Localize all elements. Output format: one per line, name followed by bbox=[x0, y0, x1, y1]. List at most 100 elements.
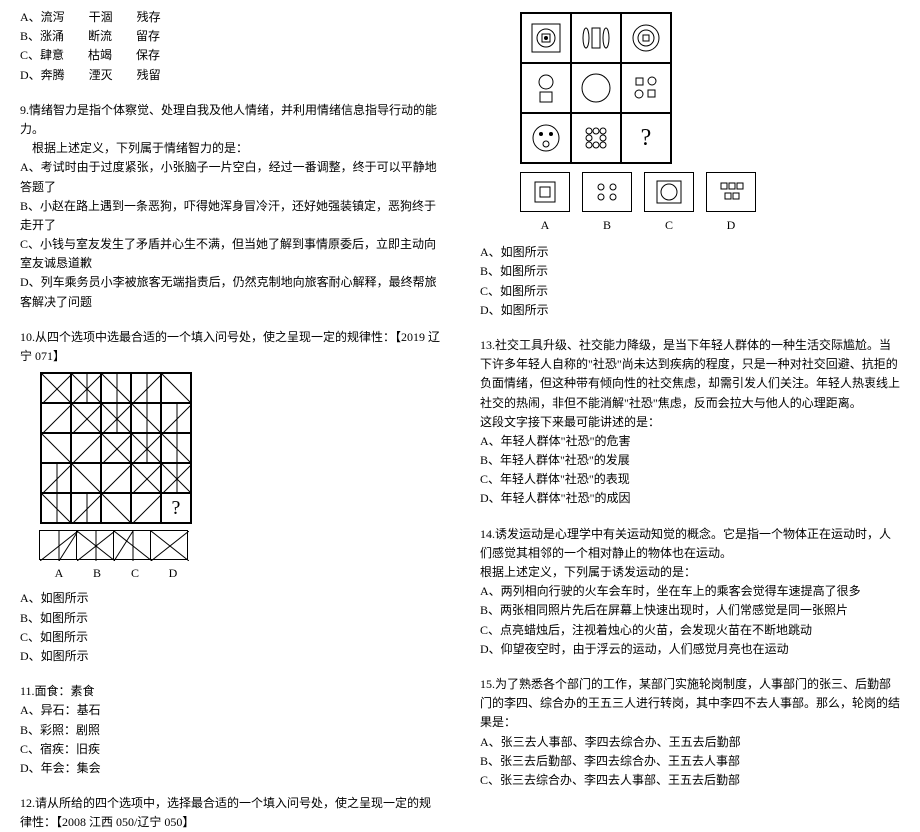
q10-opt-c: C、如图所示 bbox=[20, 628, 440, 647]
grid5-cell-19 bbox=[161, 463, 191, 493]
q13-opt-c: C、年轻人群体"社恐"的表现 bbox=[480, 470, 900, 489]
grid5-cell-16 bbox=[71, 463, 101, 493]
q15: 15.为了熟悉各个部门的工作，某部门实施轮岗制度，人事部门的张三、后勤部门的李四… bbox=[480, 675, 900, 790]
cell-1 bbox=[521, 13, 571, 63]
q12-option-row bbox=[520, 172, 900, 212]
q14-stem2: 根据上述定义，下列属于诱发运动的是： bbox=[480, 563, 900, 582]
cell-7 bbox=[521, 113, 571, 163]
q9-opt-b: B、小赵在路上遇到一条恶狗，吓得她浑身冒冷汗，还好她强装镇定，恶狗终于走开了 bbox=[20, 197, 440, 235]
q10-opt-d: D、如图所示 bbox=[20, 647, 440, 666]
q11-opt-b: B、彩照：剧照 bbox=[20, 721, 440, 740]
label-a: A bbox=[40, 564, 78, 583]
q10-opt-b: B、如图所示 bbox=[20, 609, 440, 628]
q9-opt-d: D、列车乘务员小李被旅客无端指责后，仍然克制地向旅客耐心解释，最终帮旅客解决了问… bbox=[20, 273, 440, 311]
grid5-cell-12 bbox=[101, 433, 131, 463]
label-b: B bbox=[78, 564, 116, 583]
grid5-cell-5 bbox=[41, 403, 71, 433]
q8-opt-a: A、流泻 干涸 残存 bbox=[20, 8, 440, 27]
opt-cell-d bbox=[706, 172, 756, 212]
q8-opt-d: D、奔腾 湮灭 残留 bbox=[20, 66, 440, 85]
grid5-cell-4 bbox=[161, 373, 191, 403]
q13-stem: 13.社交工具升级、社交能力降级，是当下年轻人群体的一种生活交际尴尬。当下许多年… bbox=[480, 336, 900, 413]
q15-opt-c: C、张三去综合办、李四去人事部、王五去后勤部 bbox=[480, 771, 900, 790]
opt-cell-c bbox=[644, 172, 694, 212]
q11-opt-c: C、宿疾：旧疾 bbox=[20, 740, 440, 759]
q12-option-labels: A B C D bbox=[520, 216, 900, 235]
cell-5 bbox=[571, 63, 621, 113]
grid5-cell-17 bbox=[101, 463, 131, 493]
grid5-cell-20 bbox=[41, 493, 71, 523]
opt-cell-b bbox=[582, 172, 632, 212]
opt-cell-a bbox=[520, 172, 570, 212]
grid5-cell-22 bbox=[101, 493, 131, 523]
label-b: B bbox=[582, 216, 632, 235]
q15-opt-b: B、张三去后勤部、李四去综合办、王五去人事部 bbox=[480, 752, 900, 771]
grid5-cell-11 bbox=[71, 433, 101, 463]
q10-opt-a: A、如图所示 bbox=[20, 589, 440, 608]
q12-opt-c: C、如图所示 bbox=[480, 282, 900, 301]
q15-stem: 15.为了熟悉各个部门的工作，某部门实施轮岗制度，人事部门的张三、后勤部门的李四… bbox=[480, 675, 900, 733]
q13-opt-a: A、年轻人群体"社恐"的危害 bbox=[480, 432, 900, 451]
q12-opt-d: D、如图所示 bbox=[480, 301, 900, 320]
label-d: D bbox=[706, 216, 756, 235]
grid5-cell-1 bbox=[71, 373, 101, 403]
q8-opt-b: B、涨涌 断流 留存 bbox=[20, 27, 440, 46]
cell-6 bbox=[621, 63, 671, 113]
grid5-cell-23 bbox=[131, 493, 161, 523]
q9-opt-c: C、小钱与室友发生了矛盾并心生不满，但当她了解到事情原委后，立即主动向室友诚恳道… bbox=[20, 235, 440, 273]
q12-opt-a: A、如图所示 bbox=[480, 243, 900, 262]
cell-3 bbox=[621, 13, 671, 63]
label-a: A bbox=[520, 216, 570, 235]
grid5-cell-8 bbox=[131, 403, 161, 433]
q9-opt-a: A、考试时由于过度紧张，小张脑子一片空白，经过一番调整，终于可以平静地答题了 bbox=[20, 158, 440, 196]
q14-stem1: 14.诱发运动是心理学中有关运动知觉的概念。它是指一个物体正在运动时，人们感觉其… bbox=[480, 525, 900, 563]
q14-opt-a: A、两列相向行驶的火车会车时，坐在车上的乘客会觉得车速提高了很多 bbox=[480, 582, 900, 601]
grid5-cell-15 bbox=[41, 463, 71, 493]
q10: 10.从四个选项中选最合适的一个填入问号处，使之呈现一定的规律性：【2019 辽… bbox=[20, 328, 440, 666]
grid5-cell-21 bbox=[71, 493, 101, 523]
q12-stem: 12.请从所给的四个选项中，选择最合适的一个填入问号处，使之呈现一定的规律性：【… bbox=[20, 794, 440, 832]
label-d: D bbox=[154, 564, 192, 583]
grid5-cell-3 bbox=[131, 373, 161, 403]
q12-figure-grid: ? bbox=[520, 12, 672, 164]
q9-stem2: 根据上述定义，下列属于情绪智力的是： bbox=[32, 139, 440, 158]
grid5-cell-14 bbox=[161, 433, 191, 463]
label-c: C bbox=[644, 216, 694, 235]
q12-stem-block: 12.请从所给的四个选项中，选择最合适的一个填入问号处，使之呈现一定的规律性：【… bbox=[20, 794, 440, 832]
q12-text-options: A、如图所示 B、如图所示 C、如图所示 D、如图所示 bbox=[480, 243, 900, 320]
grid5-cell-24: ? bbox=[161, 493, 191, 523]
cell-4 bbox=[521, 63, 571, 113]
q14-opt-b: B、两张相同照片先后在屏幕上快速出现时，人们常感觉是同一张照片 bbox=[480, 601, 900, 620]
q11-opt-a: A、异石：基石 bbox=[20, 701, 440, 720]
q8: A、流泻 干涸 残存 B、涨涌 断流 留存 C、肆意 枯竭 保存 D、奔腾 湮灭… bbox=[20, 8, 440, 85]
q10-figure-grid: ? bbox=[40, 372, 192, 524]
q10-option-row bbox=[40, 530, 440, 560]
q12-opt-b: B、如图所示 bbox=[480, 262, 900, 281]
cell-2 bbox=[571, 13, 621, 63]
q13-opt-d: D、年轻人群体"社恐"的成因 bbox=[480, 489, 900, 508]
q14-opt-c: C、点亮蜡烛后，注视着烛心的火苗，会发现火苗在不断地跳动 bbox=[480, 621, 900, 640]
q10-option-labels: A B C D bbox=[40, 564, 440, 583]
cell-8 bbox=[571, 113, 621, 163]
q11: 11.面食：素食 A、异石：基石 B、彩照：剧照 C、宿疾：旧疾 D、年会：集会 bbox=[20, 682, 440, 778]
q14-opt-d: D、仰望夜空时，由于浮云的运动，人们感觉月亮也在运动 bbox=[480, 640, 900, 659]
grid5-cell-0 bbox=[41, 373, 71, 403]
q14: 14.诱发运动是心理学中有关运动知觉的概念。它是指一个物体正在运动时，人们感觉其… bbox=[480, 525, 900, 659]
right-column: ? A B C D A、如图所示 B、如图所示 C、如图所示 D、如图所示 13… bbox=[460, 0, 920, 651]
q10-stem: 10.从四个选项中选最合适的一个填入问号处，使之呈现一定的规律性：【2019 辽… bbox=[20, 328, 440, 366]
q13-opt-b: B、年轻人群体"社恐"的发展 bbox=[480, 451, 900, 470]
grid5-cell-13 bbox=[131, 433, 161, 463]
q13-stem2: 这段文字接下来最可能讲述的是： bbox=[480, 413, 900, 432]
q15-opt-a: A、张三去人事部、李四去综合办、王五去后勤部 bbox=[480, 733, 900, 752]
q9-stem1: 9.情绪智力是指个体察觉、处理自我及他人情绪，并利用情绪信息指导行动的能力。 bbox=[20, 101, 440, 139]
q13: 13.社交工具升级、社交能力降级，是当下年轻人群体的一种生活交际尴尬。当下许多年… bbox=[480, 336, 900, 509]
q9: 9.情绪智力是指个体察觉、处理自我及他人情绪，并利用情绪信息指导行动的能力。 根… bbox=[20, 101, 440, 312]
grid5-cell-2 bbox=[101, 373, 131, 403]
cell-9-question: ? bbox=[621, 113, 671, 163]
q11-stem: 11.面食：素食 bbox=[20, 682, 440, 701]
q11-opt-d: D、年会：集会 bbox=[20, 759, 440, 778]
label-c: C bbox=[116, 564, 154, 583]
grid5-cell-10 bbox=[41, 433, 71, 463]
grid5-cell-6 bbox=[71, 403, 101, 433]
grid5-cell-18 bbox=[131, 463, 161, 493]
